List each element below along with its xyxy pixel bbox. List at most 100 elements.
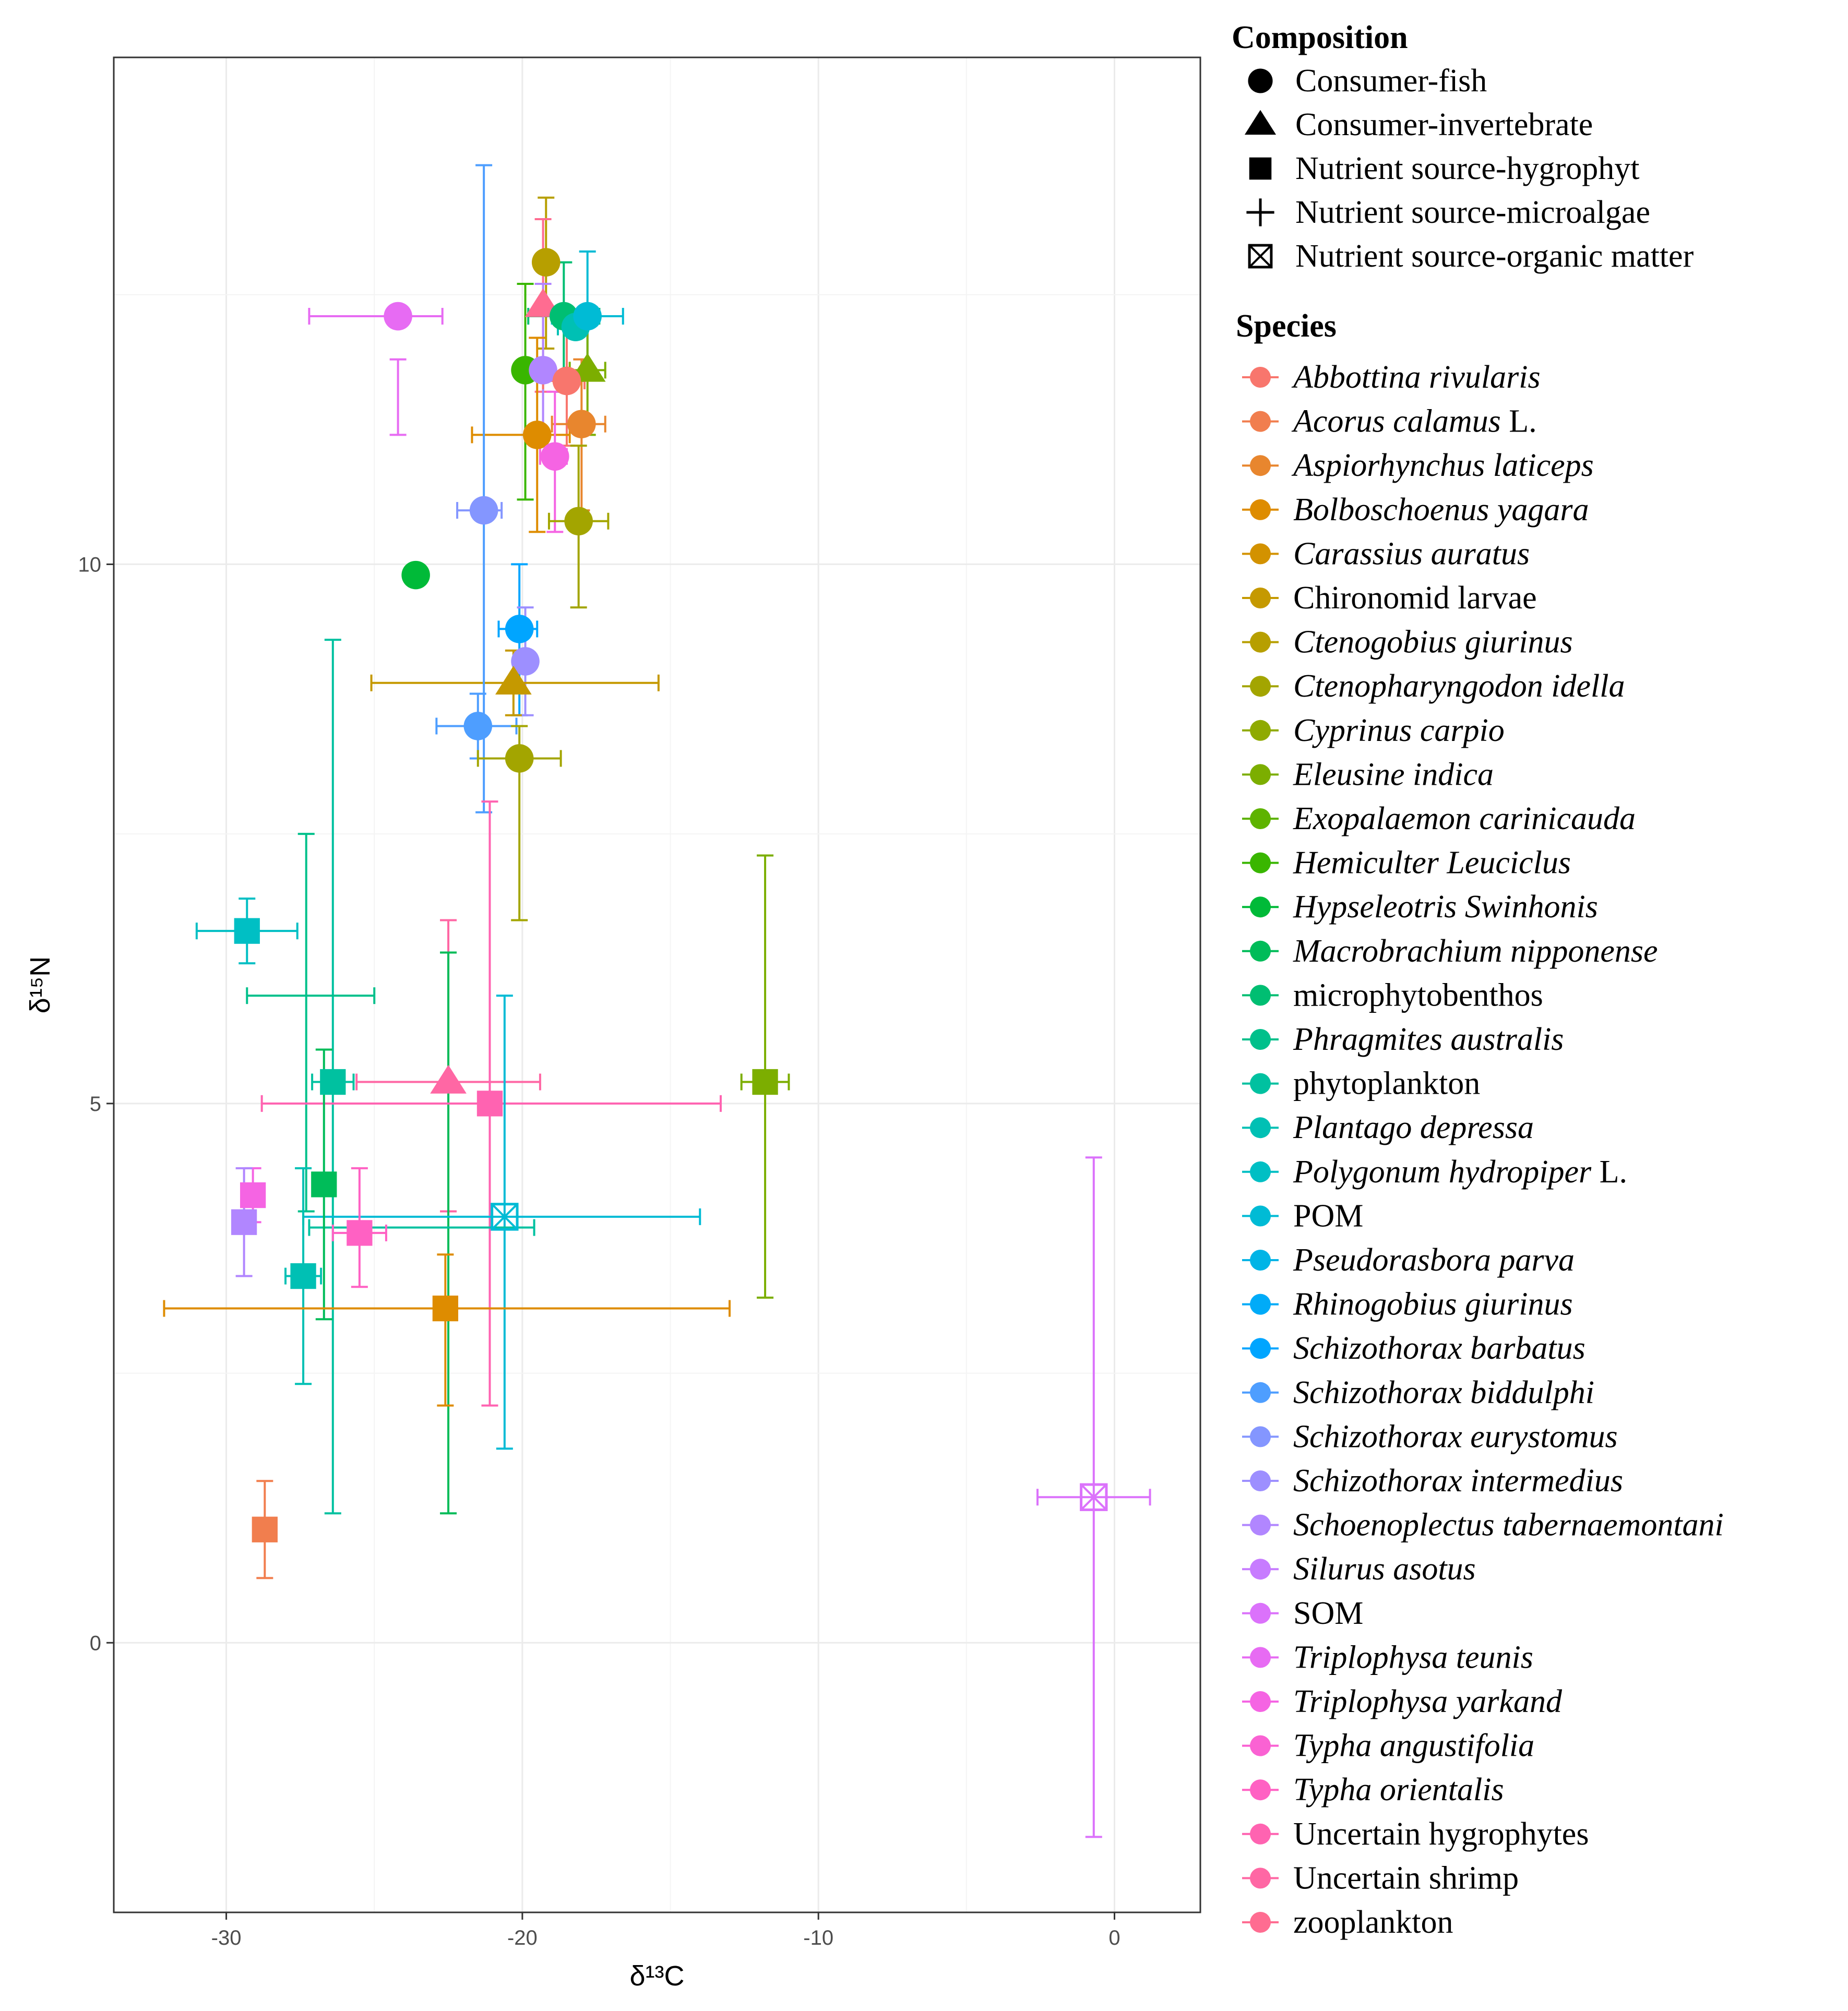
species-key-dot (1250, 1912, 1271, 1933)
species-label-part: Carassius auratus (1293, 536, 1530, 571)
data-point (476, 1091, 503, 1117)
species-key-dot (1250, 764, 1271, 785)
species-label-part: SOM (1293, 1596, 1363, 1631)
data-point (491, 1203, 519, 1231)
species-label-part: Ctenogobius giurinus (1293, 625, 1573, 660)
species-key-dot (1250, 1868, 1271, 1889)
species-key-dot (1250, 808, 1271, 829)
species-label: Acorus calamus L. (1291, 404, 1537, 439)
species-label: POM (1293, 1198, 1363, 1234)
species-label-part: Cyprinus carpio (1293, 713, 1505, 748)
species-label-part: Schizothorax intermedius (1293, 1463, 1623, 1499)
circle-marker (529, 356, 557, 385)
square-marker (320, 1069, 346, 1095)
species-label: Triplophysa yarkand (1293, 1684, 1563, 1719)
species-key-dot (1250, 367, 1271, 388)
data-point (290, 1263, 316, 1289)
species-label-part: Schizothorax barbatus (1293, 1331, 1585, 1366)
triangle-marker (1244, 110, 1277, 135)
species-label-part: Uncertain hygrophytes (1293, 1816, 1589, 1852)
species-key-dot (1250, 588, 1271, 608)
species-label: Uncertain shrimp (1293, 1860, 1519, 1896)
species-label-part: Schizothorax biddulphi (1293, 1375, 1594, 1410)
circle-marker (531, 248, 561, 277)
composition-key (1246, 198, 1274, 226)
species-label: Polygonum hydropiper L. (1293, 1154, 1627, 1190)
data-point (320, 1069, 346, 1095)
species-key-dot (1250, 1117, 1271, 1139)
species-key-dot (1250, 1602, 1271, 1624)
data-point (564, 507, 593, 536)
square-marker (432, 1295, 459, 1322)
species-key-dot (1250, 1559, 1271, 1580)
species-key-dot (1250, 1161, 1271, 1182)
composition-legend-title: Composition (1232, 20, 1408, 55)
triangle-marker (495, 666, 532, 695)
species-key-dot (1250, 720, 1271, 741)
boxx-marker-diag2 (1080, 1483, 1107, 1511)
square-marker (231, 1209, 257, 1235)
data-point (384, 302, 412, 331)
species-label-part: phytoplankton (1293, 1066, 1480, 1102)
species-label: Abbottina rivularis (1291, 360, 1541, 395)
species-label: Macrobrachium nipponense (1293, 933, 1658, 969)
circle-marker (505, 615, 534, 643)
species-label-part: Acorus calamus (1291, 404, 1501, 439)
species-key-dot (1250, 1823, 1271, 1845)
species-label: Aspiorhynchus laticeps (1291, 448, 1594, 483)
data-point (529, 356, 557, 385)
species-key-dot (1250, 543, 1271, 565)
species-key-dot (1250, 1073, 1271, 1094)
species-legend-title: Species (1236, 308, 1337, 344)
species-label-part: L. (1501, 404, 1537, 439)
species-label: Schizothorax barbatus (1293, 1331, 1585, 1366)
square-marker (234, 918, 260, 944)
square-marker (252, 1516, 278, 1542)
data-point (401, 560, 430, 590)
data-point (231, 1209, 257, 1235)
species-label: Typha orientalis (1293, 1772, 1504, 1807)
x-tick-label: -10 (803, 1926, 833, 1949)
circle-marker (564, 507, 593, 536)
y-tick-label: 5 (90, 1093, 101, 1116)
species-label-part: Hemiculter Leuciclus (1293, 845, 1571, 881)
species-label: Cyprinus carpio (1293, 713, 1505, 748)
axis-ticks: -30 -20 -10 0 0 5 10 (78, 553, 1120, 1949)
species-label-part: Ctenopharyngodon idella (1293, 668, 1625, 704)
species-label: Plantago depressa (1293, 1110, 1534, 1145)
species-label: Hemiculter Leuciclus (1293, 845, 1571, 881)
species-label: Triplophysa teunis (1293, 1639, 1533, 1675)
data-point (495, 666, 532, 695)
triangle-marker (430, 1064, 467, 1094)
composition-label: Nutrient source-microalgae (1295, 195, 1650, 230)
data-point (463, 712, 493, 740)
data-point (234, 918, 260, 944)
circle-marker (541, 442, 569, 471)
species-key-dot (1250, 1205, 1271, 1227)
species-label: Hypseleotris Swinhonis (1293, 889, 1598, 925)
data-point (432, 1295, 459, 1322)
species-label: Uncertain hygrophytes (1293, 1816, 1589, 1852)
species-key-dot (1250, 852, 1271, 873)
species-label: Schizothorax biddulphi (1293, 1375, 1594, 1410)
x-axis-title: δ¹³C (629, 1960, 684, 1992)
species-label: Ctenopharyngodon idella (1293, 668, 1625, 704)
species-label-part: Typha angustifolia (1293, 1728, 1534, 1764)
circle-marker (511, 647, 540, 676)
boxx-marker-diag2 (1248, 244, 1272, 268)
data-point (1080, 1483, 1108, 1511)
species-key-dot (1250, 411, 1271, 432)
species-label: Carassius auratus (1293, 536, 1530, 571)
species-label-part: Uncertain shrimp (1293, 1860, 1519, 1896)
data-point (252, 1516, 278, 1542)
species-label: Ctenogobius giurinus (1293, 625, 1573, 660)
species-label-part: Schoenoplectus tabernaemontani (1293, 1507, 1724, 1543)
data-points (231, 248, 1108, 1542)
species-label-part: zooplankton (1293, 1905, 1453, 1940)
data-point (573, 302, 602, 331)
data-point (505, 744, 534, 773)
species-key-dot (1250, 676, 1271, 697)
circle-marker (384, 302, 412, 331)
circle-marker (573, 302, 602, 331)
